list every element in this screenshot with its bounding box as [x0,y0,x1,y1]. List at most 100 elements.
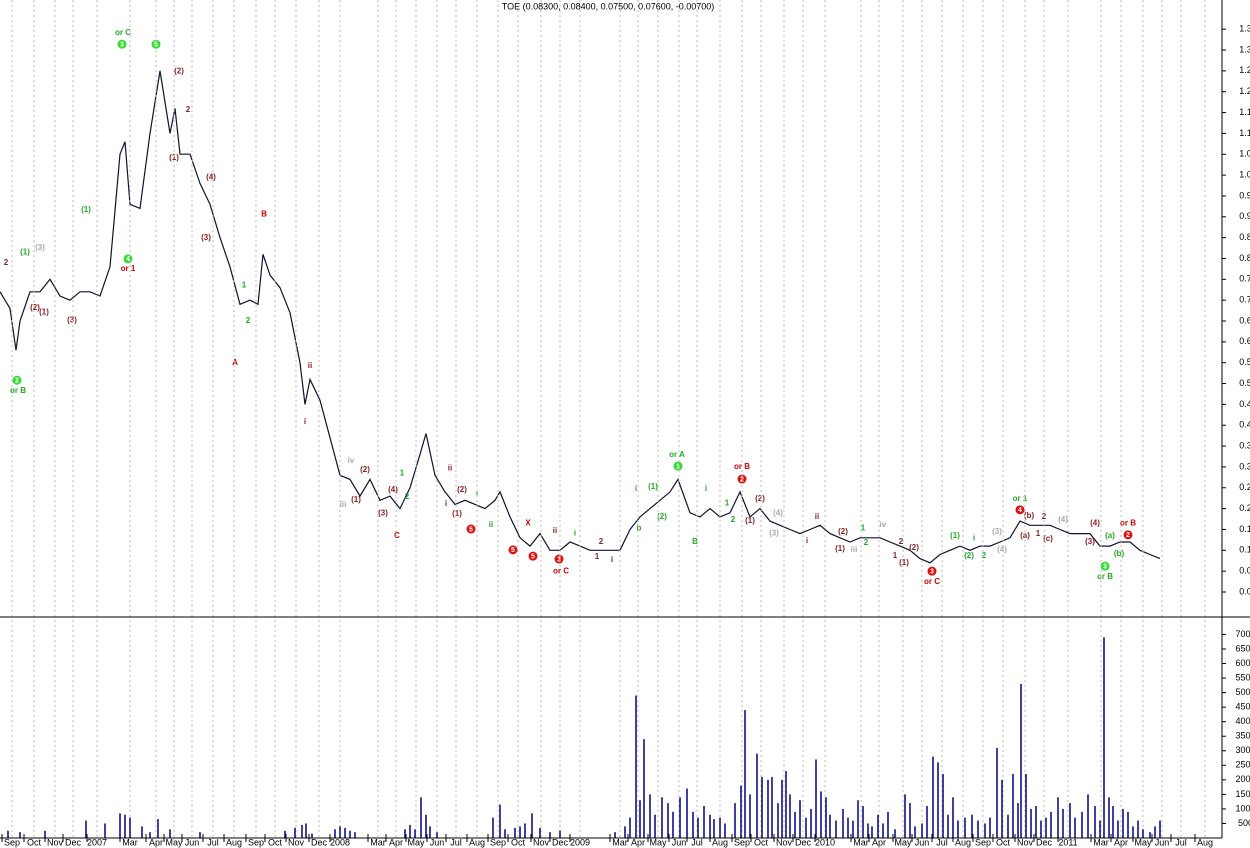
wave-label: (2) [457,485,467,494]
wave-label: 2 [186,105,191,114]
volume-bar [909,803,911,838]
volume-bar [499,804,501,838]
volume-bar [519,826,521,838]
x-tick-label: Aug [955,837,971,847]
volume-bar [1132,826,1134,838]
x-tick-label: Mar [853,837,869,847]
x-tick-label: Aug [1197,837,1213,847]
volume-bar [1103,637,1105,838]
wave-label: 1 [893,551,898,560]
y-tick-label: 0.95 [1239,190,1250,200]
y-tick-label: 0.90 [1239,211,1250,221]
y-tick-label: 0.70 [1239,295,1250,305]
wave-marker [927,566,937,576]
x-tick-label: 2008 [330,837,350,847]
wave-label: (2) [838,527,848,536]
volume-bar [771,776,773,838]
y-tick-label: 60000 [1235,658,1250,668]
price-line [0,70,1161,564]
wave-label: b [637,523,642,532]
volume-bar [1074,817,1076,838]
volume-bar [862,806,864,838]
y-tick-label: 0.20 [1239,503,1250,513]
volume-bar [119,813,121,838]
volume-bar [404,829,406,838]
x-tick-label: Jun [672,837,687,847]
y-tick-label: 0.40 [1239,420,1250,430]
x-tick-label: 2009 [570,837,590,847]
wave-label: B [692,537,698,546]
wave-label: 3 [930,568,934,575]
wave-label: (4) [206,172,216,181]
x-tick-label: Sep [975,837,991,847]
volume-bar [1094,806,1096,838]
volume-bar [820,791,822,838]
wave-label: i [973,533,975,542]
wave-label: i [304,417,306,426]
wave-label: (2) [657,512,667,521]
wave-label: (1) [648,482,658,491]
wave-label: 2 [899,537,904,546]
volume-bar [635,695,637,838]
y-tick-label: 0.10 [1239,545,1250,555]
wave-label: or C [115,28,131,37]
chart-title: TOE (0.08300, 0.08400, 0.07500, 0.07600,… [502,1,715,11]
volume-bar [767,779,769,838]
volume-bar [947,814,949,838]
x-tick-label: Mar [370,837,386,847]
wave-label: 4 [1018,507,1022,514]
y-tick-label: 1.00 [1239,169,1250,179]
volume-bar [789,794,791,838]
y-tick-label: 45000 [1235,702,1250,712]
y-tick-label: 0.80 [1239,253,1250,263]
volume-bar [740,785,742,838]
wave-label: i [574,528,576,537]
x-tick-label: May [649,837,667,847]
volume-bar [339,826,341,838]
x-tick-label: Jul [691,837,703,847]
volume-bar [904,794,906,838]
volume-bar [805,817,807,838]
volume-bar [867,823,869,838]
x-tick-label: Apr [631,837,645,847]
wave-label: 2 [864,538,869,547]
volume-bar [643,739,645,838]
volume-bar [129,817,131,838]
wave-label: 1 [595,552,600,561]
wave-label: 1 [725,498,730,507]
volume-bar [937,762,939,838]
volume-bar [301,824,303,838]
volume-bar [679,797,681,838]
wave-label: 1 [861,523,866,532]
wave-label: (1) [899,558,909,567]
volume-bar [761,776,763,838]
volume-bar [414,829,416,838]
volume-bar [667,803,669,838]
wave-label: (2) [174,66,184,75]
volume-bar [614,832,616,838]
wave-marker [673,461,683,471]
volume-bar [894,829,896,838]
wave-marker [737,474,747,484]
wave-label: 1 [676,463,680,470]
wave-label: X [525,518,531,527]
y-tick-label: 0.65 [1239,315,1250,325]
volume-bar [847,817,849,838]
wave-label: or B [1120,518,1136,527]
x-tick-label: Oct [754,837,769,847]
wave-label: (1) [452,509,462,518]
volume-bar [1087,794,1089,838]
x-tick-label: Jun [430,837,445,847]
volume-bar [44,830,46,838]
y-tick-label: 0.75 [1239,274,1250,284]
wave-label: 2 [731,515,736,524]
volume-bar [964,817,966,838]
volume-bar [504,829,506,838]
y-tick-label: 1.35 [1239,24,1250,34]
volume-bar [1045,817,1047,838]
x-tick-label: Nov [47,837,64,847]
x-tick-label: Aug [226,837,242,847]
y-tick-label: 0.00 [1239,586,1250,596]
x-tick-label: Nov [288,837,305,847]
wave-label: 2 [15,378,19,385]
